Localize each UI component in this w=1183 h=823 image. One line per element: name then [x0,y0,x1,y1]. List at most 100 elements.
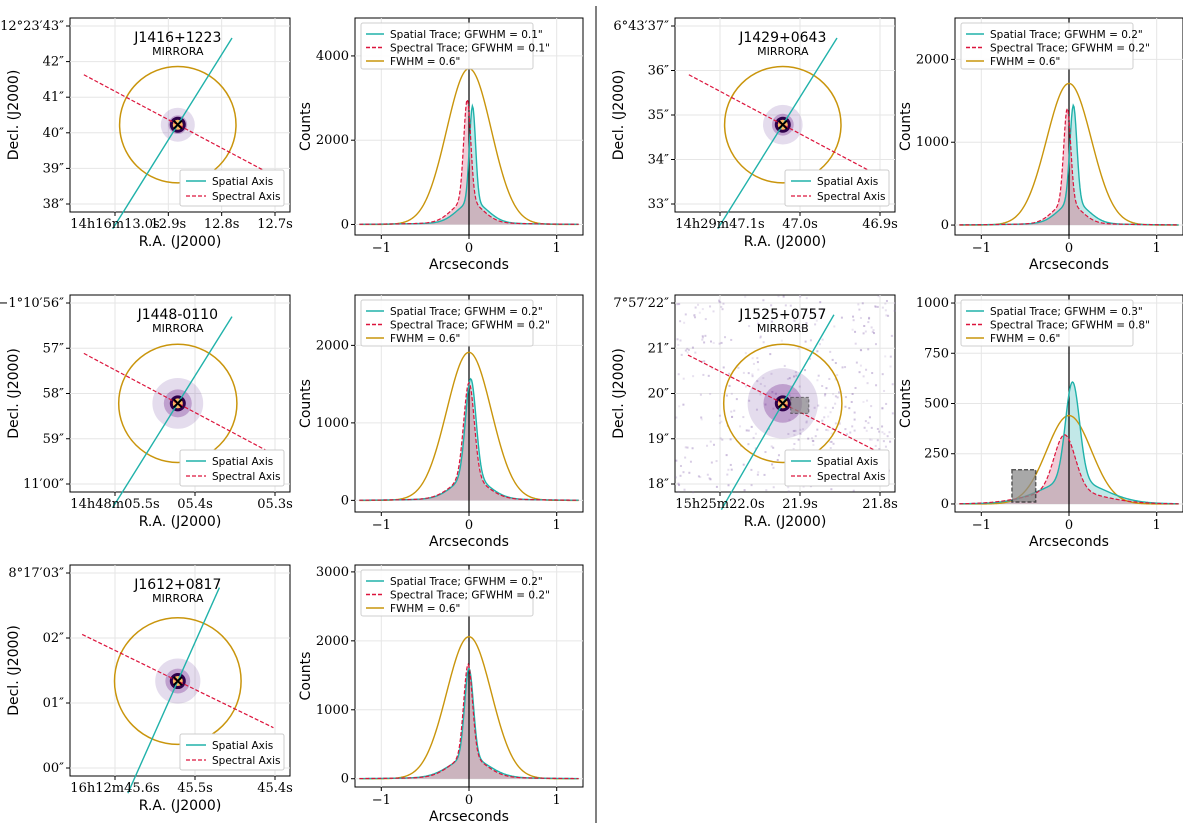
noise-pixel [883,389,886,392]
noise-pixel [825,387,828,390]
noise-pixel [860,349,863,352]
image-subtitle: MIRRORA [152,322,204,335]
noise-pixel [706,473,709,476]
noise-pixel [883,432,886,435]
noise-pixel [739,425,742,428]
noise-pixel [756,473,759,476]
noise-pixel [694,306,697,309]
noise-pixel [709,478,712,481]
profile-x-tick-label: −1 [972,518,991,533]
image-x-axis-label: R.A. (J2000) [139,234,222,250]
noise-pixel [715,460,718,463]
noise-pixel [710,340,713,343]
noise-pixel [747,429,750,432]
noise-pixel [804,340,807,343]
profile-x-tick-label: 1 [1153,241,1161,256]
noise-pixel [762,299,765,302]
noise-pixel [793,442,796,445]
profile-y-axis-label: Counts [898,102,914,151]
dec-tick-label: 11′00″ [23,477,64,492]
profile-y-tick-label: 0 [341,772,349,787]
noise-pixel [771,390,774,393]
noise-pixel [679,474,682,477]
noise-pixel [859,364,862,367]
noise-pixel [691,447,694,450]
noise-pixel [799,428,802,431]
noise-pixel [759,382,762,385]
dec-tick-label: 8°17′03″ [8,566,64,581]
dec-tick-label: 57″ [43,341,65,356]
image-legend: Spatial Axis Spectral Axis [179,733,285,771]
noise-pixel [877,295,880,298]
noise-pixel [806,314,809,317]
profile-legend-label: Spectral Trace; GFWHM = 0.1" [390,43,550,55]
noise-pixel [704,318,707,321]
noise-pixel [876,439,879,442]
noise-pixel [874,305,877,308]
profile-y-axis-label: Counts [298,102,314,151]
noise-pixel [701,334,704,337]
noise-pixel [833,325,836,328]
image-x-axis-label: R.A. (J2000) [139,798,222,814]
noise-pixel [831,406,834,409]
spatial-axis-line [112,37,233,230]
noise-pixel [816,428,819,431]
noise-pixel [727,484,730,487]
noise-pixel [780,339,783,342]
noise-pixel [875,384,878,387]
noise-pixel [891,334,894,337]
noise-pixel [679,464,682,467]
image-y-axis-label: Decl. (J2000) [611,348,627,439]
noise-pixel [862,332,865,335]
profile-x-tick-label: −1 [372,518,391,533]
profile-y-tick-label: 250 [924,447,949,462]
noise-pixel [686,446,689,449]
noise-pixel [682,471,685,474]
noise-pixel [836,374,839,377]
image-y-axis-label: Decl. (J2000) [611,70,627,161]
noise-pixel [851,392,854,395]
profile-legend: Spatial Trace; GFWHM = 0.2" Spectral Trac… [960,22,1150,70]
noise-pixel [867,421,870,424]
noise-pixel [829,350,832,353]
legend-label-spectral: Spectral Axis [212,471,280,483]
noise-pixel [687,348,690,351]
noise-pixel [876,305,879,308]
noise-pixel [700,416,703,419]
noise-pixel [885,299,888,302]
noise-pixel [684,349,687,352]
noise-pixel [676,303,679,306]
noise-pixel [756,357,759,360]
noise-pixel [885,314,888,317]
noise-pixel [677,373,680,376]
profile-y-tick-label: 2000 [916,52,949,67]
profile-panel: Spatial Trace; GFWHM = 0.1" Spectral Trac… [298,17,584,273]
legend-label-spatial: Spatial Axis [212,176,273,188]
ra-tick-label: 14h29m47.1s [675,217,764,232]
noise-pixel [675,416,678,419]
noise-pixel [747,372,750,375]
noise-pixel [680,353,683,356]
dec-tick-label: 21″ [648,341,670,356]
noise-pixel [799,295,802,298]
noise-pixel [709,393,712,396]
profile-x-tick-label: 1 [1153,518,1161,533]
noise-pixel [881,306,884,309]
profile-x-tick-label: −1 [972,241,991,256]
noise-pixel [844,405,847,408]
noise-pixel [844,428,847,431]
noise-pixel [853,418,856,421]
noise-pixel [834,378,837,381]
dec-tick-label: 20″ [648,387,670,402]
noise-pixel [742,371,745,374]
noise-pixel [820,315,823,318]
profile-y-tick-label: 1000 [916,296,949,311]
noise-pixel [861,302,864,305]
image-y-axis-label: Decl. (J2000) [6,348,22,439]
noise-pixel [692,375,695,378]
noise-pixel [730,410,733,413]
image-subtitle: MIRRORA [152,592,204,605]
noise-pixel [701,338,704,341]
